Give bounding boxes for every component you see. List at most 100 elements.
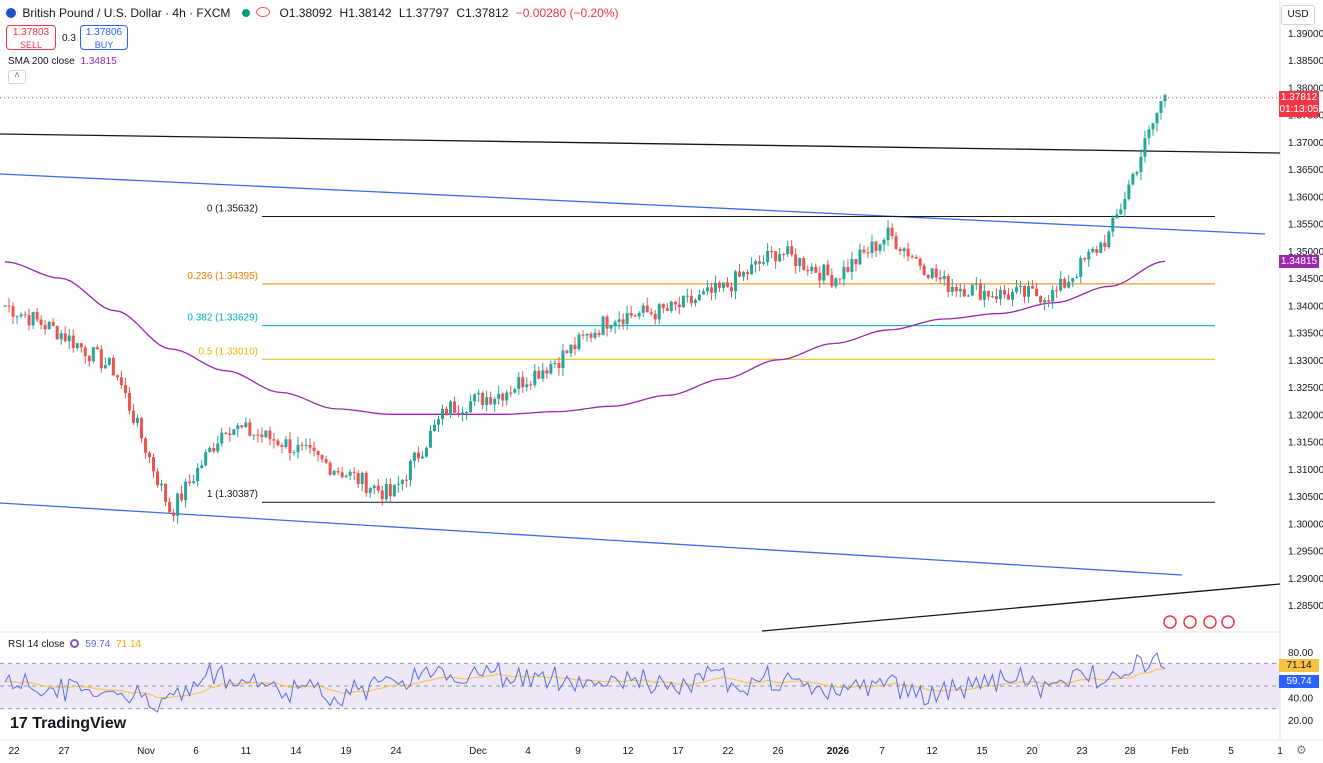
candle-body (834, 278, 838, 287)
candle-body (348, 472, 352, 476)
currency-label: USD (1287, 9, 1309, 20)
candle-body (842, 266, 846, 280)
sma-price-value: 1.34815 (1280, 256, 1318, 267)
rsi-settings-icon[interactable] (70, 639, 80, 648)
candle-body (47, 321, 51, 330)
time-tick-label: 11 (241, 746, 252, 757)
candle-body (794, 254, 798, 267)
candle-body (156, 471, 160, 486)
candle-body (372, 485, 376, 489)
candle-body (705, 287, 709, 292)
candle-body (754, 261, 758, 265)
candle-body (485, 397, 489, 406)
price-tick-label: 1.36500 (1288, 165, 1323, 176)
collapse-legend-button[interactable]: ˄ (8, 70, 26, 84)
time-tick-label: 17 (672, 746, 684, 757)
alert-flag-icon (1221, 615, 1235, 629)
candle-body (95, 347, 99, 350)
candle-body (131, 410, 135, 424)
candle-body (63, 333, 67, 342)
buy-label: BUY (94, 40, 114, 50)
candle-body (59, 333, 63, 340)
candle-body (268, 430, 272, 440)
candle-body (1155, 112, 1159, 124)
price-tick-label: 1.33500 (1288, 329, 1323, 340)
candle-body (830, 275, 834, 287)
candle-body (43, 324, 47, 330)
candle-body (798, 258, 802, 267)
candle-body (978, 283, 982, 300)
price-tick-label: 1.36000 (1288, 192, 1323, 203)
time-tick-label: 6 (193, 746, 199, 757)
candle-body (368, 488, 372, 493)
candle-body (445, 408, 449, 415)
fib-level-label: 0.236 (1.34395) (187, 271, 258, 282)
price-tick-label: 1.30000 (1288, 519, 1323, 530)
settings-gear-icon[interactable]: ⚙ (1296, 743, 1307, 757)
time-tick-label: 9 (575, 746, 581, 757)
candle-body (1119, 209, 1123, 215)
candle-body (83, 347, 87, 357)
rsi-legend[interactable]: RSI 14 close 59.74 71.14 (8, 639, 141, 650)
candle-body (123, 384, 127, 393)
candle-body (914, 257, 918, 259)
candle-body (288, 439, 292, 453)
candle-body (505, 392, 509, 401)
candle-body (461, 412, 465, 415)
sell-button[interactable]: 1.37803 SELL (6, 25, 56, 50)
candle-body (882, 239, 886, 245)
candle-body (27, 315, 31, 326)
buy-price: 1.37806 (85, 27, 123, 38)
candle-body (260, 434, 264, 438)
rsi-value-tag: 59.74 (1279, 675, 1319, 688)
candle-body (457, 412, 461, 415)
candle-body (998, 290, 1002, 300)
candle-body (497, 393, 501, 399)
support-trendline (761, 583, 1281, 632)
candle-body (874, 241, 878, 251)
time-tick-label: 28 (1124, 746, 1136, 757)
channel-upper-trendline (0, 173, 1266, 235)
candle-body (529, 384, 533, 386)
candle-body (970, 284, 974, 296)
fib-level-label: 0 (1.35632) (207, 203, 258, 214)
candle-body (725, 282, 729, 288)
candle-body (1055, 290, 1059, 292)
symbol-title[interactable]: British Pound / U.S. Dollar · 4h · FXCM (22, 6, 231, 20)
candle-body (176, 493, 180, 516)
current-price-tag: 1.37812 01:13:05 (1279, 91, 1319, 117)
currency-selector[interactable]: USD (1281, 5, 1315, 25)
price-tick-label: 1.38000 (1288, 83, 1323, 94)
candle-body (396, 483, 400, 485)
price-tick-label: 1.37000 (1288, 138, 1323, 149)
ohlc-open: O1.38092 (279, 6, 333, 20)
sma-legend-value: 1.34815 (80, 56, 117, 67)
candle-body (906, 248, 910, 257)
rsi-line (4, 652, 1166, 713)
sma-legend[interactable]: SMA 200 close 1.34815 (8, 56, 117, 67)
candle-body (1143, 138, 1147, 157)
rsi-value: 59.74 (85, 639, 111, 650)
tradingview-logo: 17 TradingView (10, 715, 126, 733)
candle-body (493, 398, 497, 405)
candle-body (950, 287, 954, 292)
high-value: 1.38142 (348, 6, 392, 20)
candle-body (360, 472, 364, 485)
tradingview-logo-icon: 17 (10, 715, 28, 732)
candle-body (1107, 231, 1111, 247)
eye-icon[interactable] (256, 7, 271, 17)
candle-body (637, 312, 641, 317)
candle-body (280, 445, 284, 447)
time-tick-label: 22 (722, 746, 734, 757)
candle-body (782, 254, 786, 256)
candle-body (641, 305, 645, 313)
buy-button[interactable]: 1.37806 BUY (80, 25, 128, 50)
time-tick-label: 12 (926, 746, 938, 757)
sma-200-line (4, 260, 1166, 415)
candle-body (228, 433, 232, 435)
rsi-signal-tag: 71.14 (1279, 659, 1319, 672)
candle-body (601, 316, 605, 336)
candle-body (1023, 285, 1027, 297)
candle-body (432, 424, 436, 431)
